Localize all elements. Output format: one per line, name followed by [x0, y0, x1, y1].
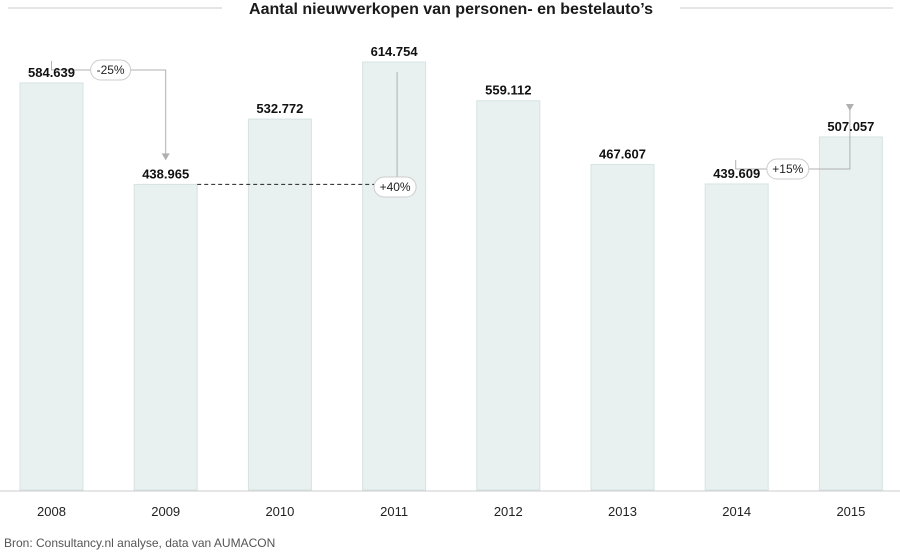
x-tick-2013: 2013 — [608, 504, 637, 519]
annotation-plus-15: +15% — [766, 158, 810, 180]
value-label-2012: 559.112 — [485, 83, 531, 98]
bar-2011 — [362, 61, 427, 491]
annotation-minus-25-bubble — [90, 59, 132, 81]
annotations-layer: -25% +40% +15% — [51, 59, 854, 198]
value-label-2011: 614.754 — [371, 44, 419, 59]
value-label-2008: 584.639 — [28, 65, 75, 80]
bar-2015 — [818, 136, 883, 491]
bar-2010 — [247, 118, 312, 491]
value-label-2013: 467.607 — [599, 146, 646, 161]
chart-title: Aantal nieuwverkopen van personen- en be… — [249, 1, 653, 18]
bar-2014 — [704, 183, 769, 491]
x-tick-2014: 2014 — [722, 504, 751, 519]
x-axis-ticks: 2008 2009 2010 2011 2012 2013 2014 2015 — [37, 504, 865, 519]
x-tick-2010: 2010 — [265, 504, 294, 519]
value-label-2014: 439.609 — [713, 166, 760, 181]
bar-2012 — [476, 100, 541, 491]
bars-layer — [19, 61, 883, 491]
x-tick-2012: 2012 — [494, 504, 523, 519]
value-labels-layer: 584.639 438.965 532.772 614.754 559.112 467.6… — [28, 44, 874, 181]
annotation-plus-15-bubble — [766, 158, 810, 180]
annotation-plus-40-bubble — [373, 176, 417, 198]
bar-2013 — [590, 163, 655, 491]
bar-2009 — [133, 183, 198, 491]
x-tick-2015: 2015 — [836, 504, 865, 519]
annotation-plus-40-text: +40% — [380, 180, 411, 194]
x-tick-2011: 2011 — [380, 504, 408, 519]
bar-2008 — [19, 82, 84, 491]
arrowhead-2014-2015 — [845, 103, 854, 111]
value-label-2009: 438.965 — [142, 166, 189, 181]
source-note: Bron: Consultancy.nl analyse, data van A… — [4, 536, 276, 550]
annotation-plus-15-text: +15% — [772, 162, 803, 176]
value-label-2015: 507.057 — [827, 119, 874, 134]
value-label-2010: 532.772 — [256, 101, 303, 116]
annotation-minus-25: -25% — [90, 59, 132, 81]
annotation-minus-25-text: -25% — [97, 63, 125, 77]
annotation-plus-40: +40% — [373, 176, 417, 198]
x-tick-2009: 2009 — [151, 504, 180, 519]
arrowhead-2008-2009 — [161, 153, 170, 161]
x-tick-2008: 2008 — [37, 504, 66, 519]
